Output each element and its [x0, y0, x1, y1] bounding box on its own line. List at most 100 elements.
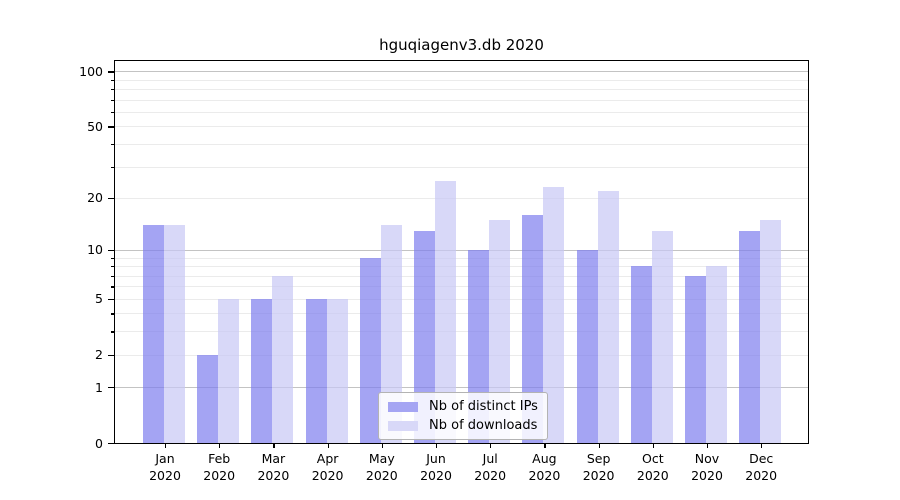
y-axis-tick-label: 20: [87, 190, 103, 206]
x-tick: [544, 444, 546, 448]
y-axis-tick-label: 0: [95, 435, 103, 451]
y-axis-tick-label: 10: [87, 242, 103, 258]
bar-nb-of-downloads: [706, 266, 727, 443]
gridline-minor: [115, 112, 808, 114]
bar-layer: [115, 61, 808, 443]
legend-item-downloads: Nb of downloads: [388, 418, 538, 433]
gridline-minor: [115, 79, 808, 81]
y-minor-tick: [111, 286, 114, 288]
x-axis-tick-label: Jun 2020: [420, 451, 452, 483]
y-tick: [108, 354, 114, 356]
legend: Nb of distinct IPs Nb of downloads: [378, 392, 548, 440]
y-minor-tick: [111, 112, 114, 114]
bar-nb-of-downloads: [326, 298, 348, 443]
x-tick: [165, 444, 167, 448]
y-minor-tick: [111, 89, 114, 91]
chart-title: hguqiagenv3.db 2020: [379, 36, 544, 54]
bar-nb-of-distinct-ips: [522, 214, 544, 443]
y-minor-tick: [111, 144, 114, 146]
gridline-minor: [115, 331, 808, 333]
bar-nb-of-distinct-ips: [305, 298, 327, 443]
x-axis-tick-label: Jul 2020: [474, 451, 507, 483]
y-tick: [108, 249, 114, 252]
y-minor-tick: [111, 275, 114, 277]
gridline-minor: [115, 197, 808, 199]
x-axis-tick-label: Dec 2020: [745, 451, 778, 483]
bar-nb-of-distinct-ips: [359, 257, 381, 443]
x-tick: [436, 444, 438, 448]
legend-swatch-downloads: [388, 420, 418, 431]
y-axis-tick-label: 50: [87, 118, 103, 134]
gridline-minor: [115, 275, 808, 277]
gridline-minor: [115, 298, 808, 300]
bar-nb-of-downloads: [489, 219, 511, 443]
grid-layer: [115, 61, 808, 443]
y-axis-tick-label: 100: [79, 63, 103, 79]
gridline-minor: [115, 266, 808, 268]
y-tick: [108, 197, 114, 200]
y-minor-tick: [111, 266, 114, 268]
x-axis-tick-label: Nov 2020: [691, 451, 723, 483]
bar-nb-of-distinct-ips: [630, 266, 652, 443]
y-minor-tick: [111, 99, 114, 101]
legend-item-distinct-ips: Nb of distinct IPs: [388, 399, 538, 414]
x-tick: [381, 444, 383, 448]
bar-nb-of-distinct-ips: [576, 249, 598, 443]
x-axis-tick-label: Jan 2020: [149, 451, 181, 483]
bar-nb-of-distinct-ips: [739, 230, 761, 443]
x-axis-tick-label: Oct 2020: [636, 451, 669, 483]
bar-nb-of-distinct-ips: [197, 354, 219, 443]
gridline-minor: [115, 313, 808, 315]
x-axis-tick-label: May 2020: [365, 451, 398, 483]
bar-nb-of-distinct-ips: [251, 298, 273, 443]
y-minor-tick: [111, 331, 114, 333]
y-minor-tick: [111, 257, 114, 259]
y-minor-tick: [111, 313, 114, 315]
x-tick: [652, 444, 654, 448]
legend-swatch-distinct-ips: [388, 401, 418, 412]
bar-nb-of-downloads: [272, 275, 294, 443]
x-tick: [490, 444, 492, 448]
y-axis-tick-label: 2: [95, 346, 103, 362]
y-minor-tick: [111, 79, 114, 82]
x-tick: [761, 444, 763, 448]
gridline-minor: [115, 89, 808, 91]
bar-nb-of-downloads: [218, 298, 240, 443]
y-tick: [108, 298, 114, 300]
x-tick: [273, 444, 275, 448]
bar-nb-of-distinct-ips: [685, 275, 706, 443]
x-tick: [327, 444, 329, 448]
bar-nb-of-downloads: [651, 230, 673, 443]
bar-nb-of-downloads: [435, 180, 456, 443]
bar-nb-of-downloads: [760, 219, 782, 443]
gridline-minor: [115, 257, 808, 259]
y-tick: [108, 71, 114, 73]
x-axis-tick-label: Apr 2020: [311, 451, 344, 483]
gridline-major: [115, 249, 808, 251]
bar-nb-of-distinct-ips: [414, 230, 435, 443]
gridline-minor: [115, 99, 808, 101]
gridline-major: [115, 387, 808, 389]
gridline-major: [115, 71, 808, 73]
bar-nb-of-downloads: [380, 224, 402, 443]
x-axis-tick-label: Aug 2020: [528, 451, 561, 483]
y-minor-tick: [111, 166, 114, 168]
y-axis-tick-label: 5: [95, 291, 103, 306]
gridline-minor: [115, 126, 808, 128]
y-tick: [108, 126, 114, 128]
x-tick: [598, 444, 600, 448]
x-tick: [707, 444, 709, 448]
bar-nb-of-downloads: [164, 224, 185, 443]
x-axis-tick-label: Feb 2020: [203, 451, 236, 483]
y-tick: [108, 443, 114, 445]
legend-label-distinct-ips: Nb of distinct IPs: [429, 399, 538, 414]
x-tick: [219, 444, 221, 448]
bar-nb-of-downloads: [597, 190, 619, 443]
legend-label-downloads: Nb of downloads: [429, 418, 538, 433]
y-tick: [108, 387, 114, 389]
y-axis-tick-label: 1: [95, 379, 103, 395]
plot-area: Nb of distinct IPs Nb of downloads: [114, 60, 809, 444]
gridline-minor: [115, 286, 808, 288]
bar-nb-of-distinct-ips: [143, 224, 164, 443]
